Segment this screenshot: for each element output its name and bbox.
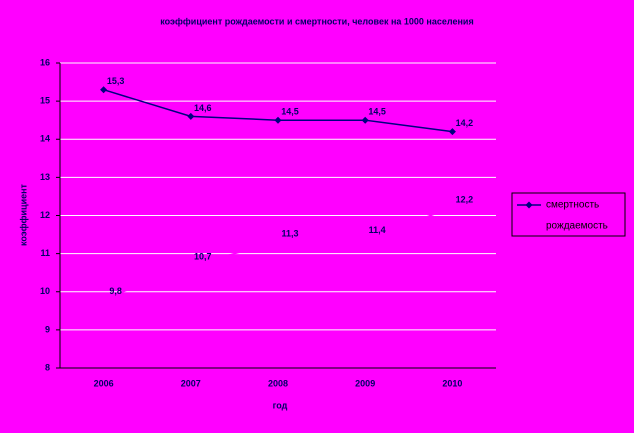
x-axis-label: год — [273, 400, 288, 410]
data-point — [100, 296, 107, 303]
y-tick-label: 16 — [40, 57, 50, 67]
legend-text: рождаемость — [546, 221, 608, 232]
y-axis-label: коэффициент — [18, 183, 28, 246]
chart-title: коэффициент рождаемости и смертности, че… — [160, 16, 473, 26]
y-tick-label: 13 — [40, 172, 50, 182]
data-point — [361, 116, 369, 124]
y-tick-label: 8 — [45, 362, 50, 372]
data-point — [187, 262, 194, 269]
data-label: 14,6 — [194, 103, 212, 113]
legend-marker — [525, 201, 533, 209]
legend-text: смертность — [546, 200, 599, 211]
x-tick-label: 2006 — [94, 378, 114, 388]
data-point — [362, 235, 369, 242]
data-point — [275, 239, 281, 246]
data-point — [100, 86, 108, 94]
data-point — [274, 116, 282, 124]
y-tick-label: 9 — [45, 324, 50, 334]
data-label: 9,8 — [109, 286, 122, 296]
data-label: 15,3 — [107, 76, 125, 86]
data-label: 14,5 — [281, 107, 299, 117]
data-point — [448, 128, 456, 136]
data-point — [187, 112, 195, 120]
x-tick-label: 2009 — [355, 378, 375, 388]
y-tick-label: 14 — [40, 134, 50, 144]
y-tick-label: 10 — [40, 286, 50, 296]
data-label: 12,2 — [456, 194, 474, 204]
x-tick-label: 2010 — [442, 378, 462, 388]
y-tick-label: 12 — [40, 210, 50, 220]
y-tick-label: 15 — [40, 96, 50, 106]
data-label: 14,2 — [456, 118, 474, 128]
data-point — [449, 204, 456, 211]
data-label: 14,5 — [368, 107, 386, 117]
data-label: 11,3 — [281, 229, 298, 239]
legend-marker — [526, 223, 532, 229]
x-tick-label: 2008 — [268, 378, 288, 388]
data-label: 11,4 — [369, 225, 386, 235]
y-tick-label: 11 — [40, 248, 50, 258]
x-tick-label: 2007 — [181, 378, 201, 388]
data-label: 10,7 — [194, 251, 212, 261]
